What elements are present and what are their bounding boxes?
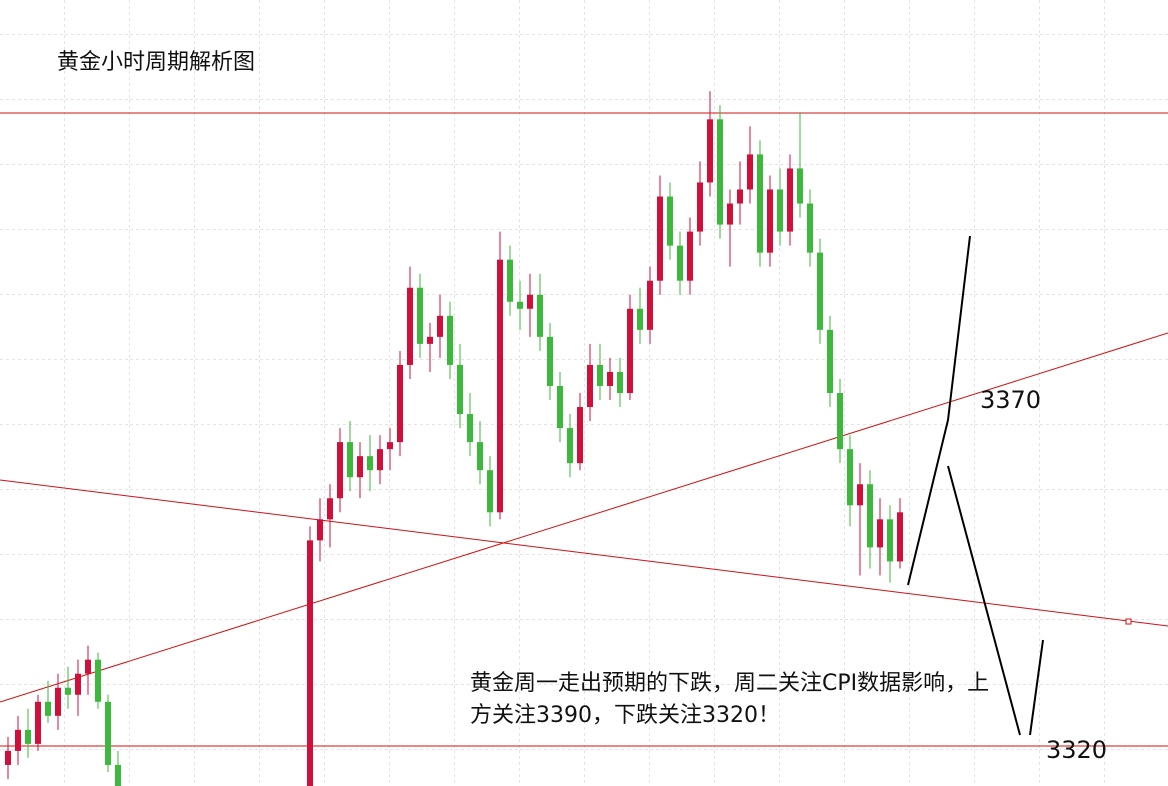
candle-body: [75, 673, 81, 695]
trend-line: [0, 479, 1168, 627]
candles: [5, 91, 903, 786]
candle-body: [477, 442, 483, 471]
candle-body: [857, 484, 863, 506]
trend-line: [0, 332, 1168, 703]
candle-body: [747, 154, 753, 190]
candle-body: [397, 364, 403, 443]
candle-body: [35, 701, 41, 744]
candle-body: [647, 280, 653, 330]
projection-up: [907, 235, 971, 586]
candle-body: [337, 442, 343, 499]
candle-body: [827, 329, 833, 393]
candle-body: [517, 301, 523, 309]
candle-body: [727, 203, 733, 225]
candle-body: [527, 294, 533, 309]
candle-body: [105, 701, 111, 765]
candle-body: [537, 294, 543, 337]
candle-body: [627, 308, 633, 393]
candle-body: [25, 729, 31, 744]
candle-body: [717, 119, 723, 225]
candle-body: [377, 449, 383, 471]
candle-body: [757, 154, 763, 253]
candle-body: [65, 687, 71, 695]
candle-body: [657, 196, 663, 281]
candle-body: [837, 393, 843, 450]
candle-body: [497, 259, 503, 513]
candle-body: [317, 519, 323, 541]
candle-body: [777, 189, 783, 232]
level-label: 3320: [1046, 736, 1108, 764]
trend-handle: [1125, 618, 1132, 625]
candle-body: [597, 364, 603, 386]
candle-body: [797, 168, 803, 204]
candle-body: [357, 456, 363, 478]
candle-body: [417, 287, 423, 344]
candle-body: [707, 119, 713, 183]
candle-body: [697, 182, 703, 232]
candle-body: [807, 203, 813, 253]
projection-down: [947, 465, 1021, 736]
candle-body: [367, 456, 373, 471]
candle-body: [737, 189, 743, 204]
candle-body: [547, 336, 553, 386]
level-label: 3370: [980, 386, 1042, 414]
candle-body: [637, 308, 643, 330]
candle-body: [45, 701, 51, 716]
candle-body: [407, 287, 413, 365]
candle-body: [787, 168, 793, 232]
candle-body: [347, 442, 353, 478]
candle-body: [867, 484, 873, 548]
candle-body: [587, 364, 593, 408]
candle-body: [847, 449, 853, 506]
candle-body: [85, 659, 91, 674]
candle-body: [55, 687, 61, 716]
candle-body: [307, 540, 313, 786]
candle-body: [617, 371, 623, 393]
candle-body: [667, 196, 673, 246]
candle-body: [677, 245, 683, 281]
candle-body: [5, 750, 11, 765]
candle-body: [507, 259, 513, 302]
chart-title: 黄金小时周期解析图: [57, 50, 256, 75]
candle-body: [427, 336, 433, 344]
candle-body: [567, 428, 573, 464]
candle-body: [887, 519, 893, 562]
candle-body: [437, 315, 443, 337]
annotation: 黄金周一走出预期的下跌，周二关注CPI数据影响，上方关注3390，下跌关注332…: [470, 671, 990, 728]
candle-body: [327, 498, 333, 520]
candle-body: [387, 442, 393, 450]
candle-body: [15, 729, 21, 751]
candle-body: [457, 364, 463, 415]
projection-rebound: [1029, 639, 1044, 736]
candle-body: [817, 252, 823, 330]
candle-body: [557, 385, 563, 429]
candle-body: [467, 414, 473, 443]
candle-body: [897, 512, 903, 562]
candle-body: [767, 189, 773, 253]
candle-body: [115, 764, 121, 786]
candle-body: [877, 519, 883, 548]
candle-body: [687, 231, 693, 281]
candle-body: [607, 371, 613, 386]
candle-body: [447, 315, 453, 365]
candle-body: [95, 659, 101, 702]
candle-body: [577, 407, 583, 464]
candle-body: [487, 470, 493, 513]
